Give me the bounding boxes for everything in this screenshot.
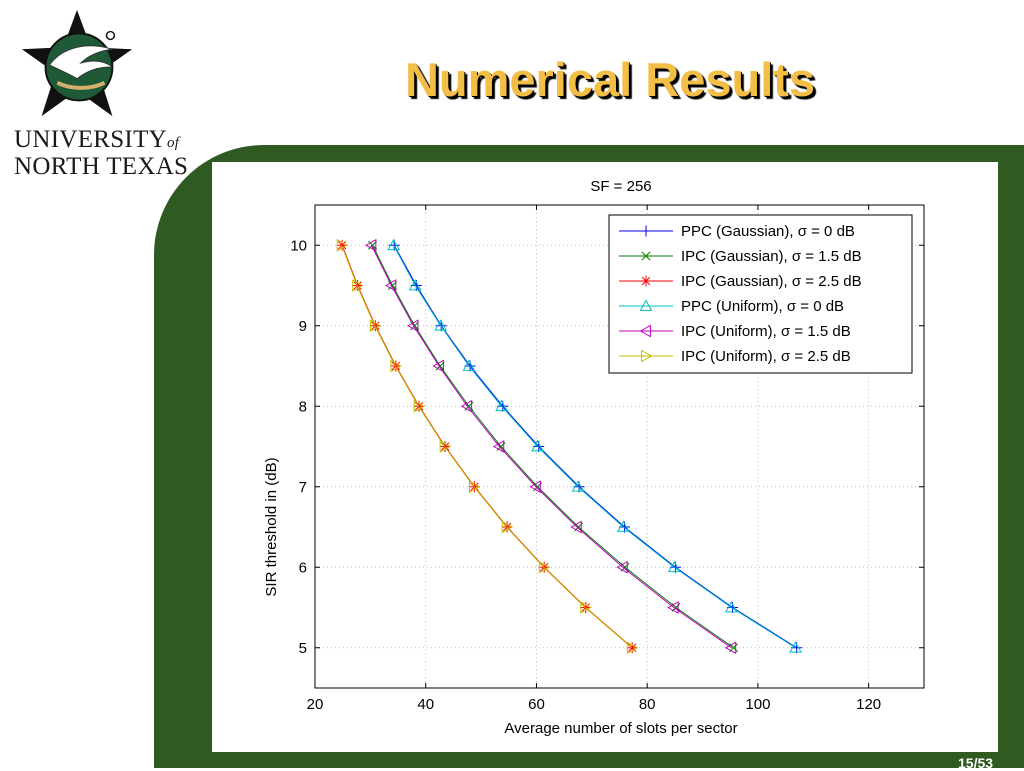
x-tick-label: 40 (417, 696, 434, 713)
data-point-triangle-right (580, 601, 592, 614)
y-tick-label: 5 (299, 640, 307, 657)
data-point-triangle-up (387, 238, 400, 251)
data-point-triangle-left (529, 480, 541, 494)
data-point-triangle-up (789, 641, 802, 653)
university-line2: NORTH TEXAS (14, 153, 189, 180)
x-axis-label: Average number of slots per sector (504, 720, 737, 737)
data-point-triangle-right (439, 440, 452, 453)
data-point-star (352, 280, 364, 291)
y-tick-label: 10 (290, 237, 307, 254)
legend-entry: IPC (Gaussian), σ = 2.5 dB (681, 273, 862, 290)
data-point-triangle-left (570, 520, 582, 534)
data-point-triangle-up (617, 520, 630, 532)
data-point-triangle-left (724, 641, 737, 655)
data-point-triangle-right (413, 399, 426, 413)
data-point-triangle-right (352, 279, 364, 292)
university-line1: UNIVERSITY (14, 126, 167, 153)
university-name: UNIVERSITYof NORTH TEXAS (14, 126, 189, 180)
data-point-triangle-up (495, 399, 508, 412)
legend-entry: PPC (Uniform), σ = 0 dB (681, 298, 844, 315)
plot-frame (314, 204, 925, 689)
data-point-triangle-left (432, 359, 444, 373)
data-point-triangle-left (492, 440, 505, 453)
y-axis-label: SIR threshold in (dB) (263, 457, 280, 596)
data-point-triangle-left (407, 319, 419, 333)
page-number: 15/53 (958, 755, 994, 771)
data-point-triangle-right (626, 641, 639, 655)
x-tick-label: 20 (307, 696, 324, 713)
data-point-triangle-right (538, 560, 551, 574)
data-point-triangle-right (390, 359, 402, 373)
slide-title: Numerical Results (404, 53, 816, 106)
data-point-x (368, 240, 378, 250)
y-tick-label: 8 (299, 398, 307, 415)
legend-box (608, 214, 913, 374)
data-point-triangle-right (336, 238, 349, 252)
data-point-plus (640, 225, 652, 237)
data-point-triangle-left (639, 324, 651, 338)
data-point-triangle-up (639, 299, 653, 311)
data-point-triangle-up (531, 439, 544, 452)
data-point-triangle-right (468, 480, 481, 494)
chart-title: SF = 256 (590, 178, 651, 195)
data-point-triangle-left (667, 601, 679, 614)
university-of: of (167, 135, 180, 151)
series-line-4 (393, 245, 796, 649)
data-point-triangle-up (408, 278, 422, 291)
y-tick-label: 7 (299, 479, 307, 496)
data-point-triangle-right (641, 349, 653, 363)
data-point-star (640, 275, 652, 287)
data-point-x (641, 251, 651, 261)
plot-panel: SF = 256 Average number of slots per sec… (212, 162, 998, 752)
unt-eagle-star-logo (21, 9, 133, 117)
x-tick-label: 120 (856, 696, 881, 713)
data-point-triangle-right (369, 319, 382, 333)
x-tick-label: 60 (528, 696, 545, 713)
x-tick-label: 80 (639, 696, 656, 713)
data-point-star (336, 239, 348, 251)
data-point-star (626, 642, 638, 654)
data-point-triangle-left (616, 560, 628, 574)
series-line-5 (371, 245, 732, 649)
legend-entry: IPC (Uniform), σ = 1.5 dB (681, 323, 851, 340)
legend-entry: PPC (Gaussian), σ = 0 dB (681, 223, 855, 240)
series-line-3 (341, 245, 633, 649)
chart: SF = 256 Average number of slots per sec… (263, 178, 925, 737)
data-point-triangle-up (724, 600, 738, 613)
series-line-6 (341, 245, 633, 649)
data-point-triangle-left (460, 399, 473, 413)
y-tick-label: 9 (299, 318, 307, 335)
x-tick-label: 100 (745, 696, 770, 713)
legend-entry: IPC (Gaussian), σ = 1.5 dB (681, 248, 862, 265)
data-point-triangle-right (501, 520, 514, 534)
y-tick-label: 6 (299, 559, 307, 576)
data-point-triangle-up (434, 319, 448, 331)
data-point-triangle-up (667, 560, 681, 573)
data-point-triangle-left (364, 238, 377, 252)
data-point-triangle-up (462, 359, 476, 371)
data-point-triangle-left (384, 279, 397, 292)
legend-entry: IPC (Uniform), σ = 2.5 dB (681, 348, 851, 365)
data-point-triangle-up (571, 480, 585, 492)
